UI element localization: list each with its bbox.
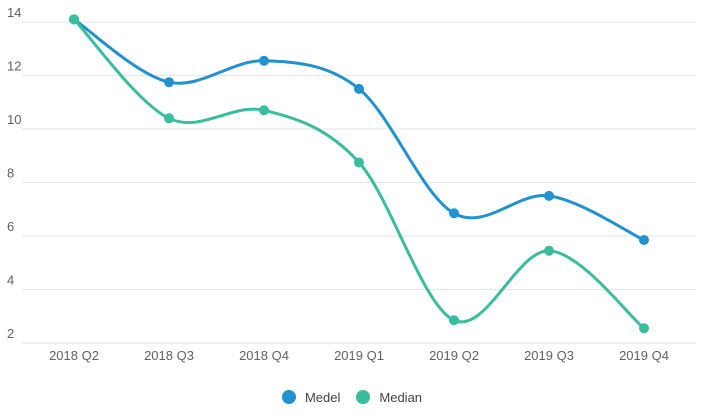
data-point-medel[interactable] [164, 77, 174, 88]
data-point-median[interactable] [639, 323, 649, 334]
median-series-swatch-icon [356, 390, 371, 404]
y-tick-label: 8 [7, 166, 14, 181]
plot-area: 2 4 6 8 10 12 14 2018 Q2 2018 Q3 2018 Q4 2019 Q1 20… [7, 5, 696, 363]
x-tick-label: 2018 Q4 [239, 348, 289, 363]
y-tick-label: 4 [7, 273, 14, 288]
x-tick-label: 2019 Q1 [334, 348, 384, 363]
y-tick-label: 10 [7, 112, 21, 127]
y-tick-label: 14 [7, 5, 21, 20]
x-tick-label: 2019 Q3 [524, 348, 574, 363]
y-tick-label: 2 [7, 326, 14, 341]
data-point-median[interactable] [69, 14, 79, 25]
legend: Medel Median [0, 388, 704, 406]
data-point-median[interactable] [354, 157, 364, 168]
data-point-medel[interactable] [639, 235, 649, 246]
series-line-median [72, 17, 646, 330]
x-tick-label: 2018 Q2 [49, 348, 99, 363]
y-tick-label: 6 [7, 219, 14, 234]
y-tick-label: 12 [7, 59, 21, 74]
legend-label-medel: Medel [304, 389, 341, 405]
legend-item-medel[interactable]: Medel [281, 389, 341, 405]
x-tick-label: 2019 Q2 [429, 348, 479, 363]
data-point-median[interactable] [259, 105, 269, 116]
legend-label-median: Median [379, 389, 423, 405]
data-point-medel[interactable] [544, 190, 554, 201]
data-point-median[interactable] [544, 245, 554, 256]
series-line-medel [72, 17, 646, 242]
data-point-medel[interactable] [259, 55, 269, 66]
data-point-medel[interactable] [354, 83, 364, 94]
data-point-median[interactable] [164, 113, 174, 124]
data-point-medel[interactable] [449, 208, 459, 219]
x-tick-label: 2019 Q4 [619, 348, 669, 363]
medel-series-swatch-icon [281, 390, 296, 404]
x-tick-label: 2018 Q3 [144, 348, 194, 363]
legend-item-median[interactable]: Median [356, 390, 422, 405]
data-point-median[interactable] [449, 315, 459, 326]
